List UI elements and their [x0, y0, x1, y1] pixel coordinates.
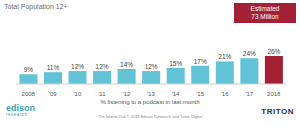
html-text:TRITON: TRITON — [261, 107, 294, 116]
svg-text:24%: 24% — [243, 50, 256, 57]
svg-text:15%: 15% — [169, 60, 182, 67]
svg-text:2018: 2018 — [267, 91, 281, 96]
svg-text:'14: '14 — [172, 91, 180, 96]
svg-text:'09: '09 — [49, 91, 57, 96]
svg-text:'13: '13 — [147, 91, 155, 96]
html-text:Total Population 12+: Total Population 12+ — [4, 3, 68, 10]
svg-text:'11: '11 — [98, 91, 106, 96]
html-text:The Infinite Dial © 2018 Ediso: The Infinite Dial © 2018 Edison Research… — [97, 114, 203, 119]
svg-text:12%: 12% — [145, 63, 158, 70]
svg-text:14%: 14% — [120, 61, 133, 68]
svg-text:'16: '16 — [221, 91, 229, 96]
svg-text:12%: 12% — [71, 63, 84, 70]
html-text:research: research — [6, 112, 28, 117]
svg-text:'10: '10 — [73, 91, 81, 96]
svg-text:'15: '15 — [196, 91, 204, 96]
html-text:edison: edison — [6, 103, 35, 113]
svg-text:11%: 11% — [47, 64, 60, 71]
html-text:% listening to a podcast in la: % listening to a podcast in last month — [100, 99, 200, 105]
svg-text:17%: 17% — [194, 58, 207, 65]
svg-text:'17: '17 — [245, 91, 253, 96]
html-text:73 Million: 73 Million — [251, 13, 279, 20]
svg-text:26%: 26% — [267, 48, 280, 55]
html-text:Estimated: Estimated — [250, 5, 280, 12]
svg-text:'12: '12 — [123, 91, 131, 96]
svg-text:2008: 2008 — [22, 91, 36, 96]
svg-text:21%: 21% — [218, 53, 231, 60]
svg-text:12%: 12% — [96, 63, 109, 70]
svg-text:9%: 9% — [24, 66, 34, 73]
